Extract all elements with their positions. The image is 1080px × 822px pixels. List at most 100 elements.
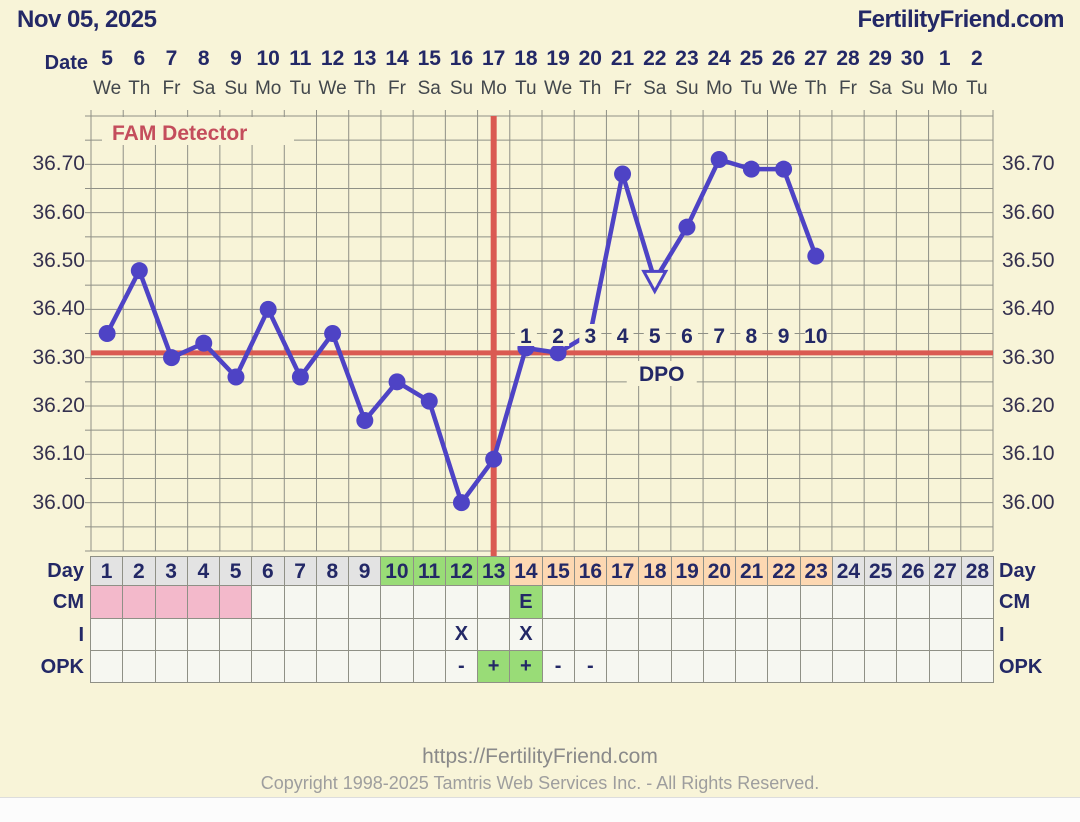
date-number: 29 [868,47,892,70]
table-cell-day-day12: 12 [445,557,478,585]
temp-dot [775,160,793,178]
table-cell-day-day16: 16 [574,557,607,585]
dpo-tick-label: 4 [617,325,629,348]
table-cell-i-day5 [220,619,253,650]
date-number: 23 [675,47,699,70]
temp-dot [356,412,374,429]
page-title: Nov 05, 2025 [17,6,157,33]
y-axis-label-left: 36.60 [32,200,85,224]
temp-dot [324,325,342,342]
table-cell-i-day27 [929,619,962,650]
date-number: 12 [320,47,345,70]
weekday-label: Fr [613,78,632,99]
table-cell-day-day27: 27 [929,557,962,585]
weekday-label: Th [579,78,602,99]
table-cell-cm-day16 [574,586,607,618]
weekday-label: Tu [515,78,537,99]
row-label-left-opk: OPK [40,656,84,678]
table-cell-opk-day18 [639,651,672,682]
temp-dot [420,392,438,410]
table-cell-day-day20: 20 [703,557,736,585]
table-cell-opk-day22 [768,651,801,682]
brand-link[interactable]: FertilityFriend.com [857,6,1064,33]
dpo-tick-label: 8 [746,325,758,348]
weekday-label: Sa [643,78,667,99]
weekday-label: Mo [480,78,507,99]
weekday-label: Tu [289,78,312,99]
table-cell-cm-day3 [155,586,188,618]
temp-dot [195,334,213,352]
table-cell-day-day6: 6 [252,557,285,585]
date-number: 26 [771,47,796,70]
table-cell-opk-day27 [929,651,962,682]
y-axis-label-right: 36.60 [1002,200,1055,224]
table-cell-i-day26 [897,619,930,650]
table-cell-opk-day2 [123,651,156,682]
table-cell-cm-day13 [478,586,511,618]
table-cell-cm-day14: E [510,586,543,618]
y-axis-label-left: 36.30 [32,345,85,369]
table-cell-opk-day17 [607,651,640,682]
table-cell-cm-day18 [639,586,672,618]
table-cell-opk-day10 [381,651,414,682]
table-cell-i-day15 [542,619,575,650]
table-cell-cm-day11 [413,586,446,618]
temp-dot [130,262,148,280]
table-cell-day-day14: 14 [510,557,543,585]
footer-copyright: Copyright 1998-2025 Tamtris Web Services… [260,773,820,793]
y-axis-label-left: 36.20 [32,394,85,417]
temp-dot [742,160,760,178]
y-axis-label-left: 36.70 [32,152,85,176]
table-cell-opk-day14: + [510,651,543,682]
table-cell-i-day4 [187,619,220,650]
weekday-label: Fr [162,78,181,99]
table-cell-opk-day4 [187,651,220,682]
row-label-right-cm: CM [999,591,1031,613]
weekday-label: Su [449,78,474,99]
table-cell-day-day1: 1 [91,557,124,585]
weekday-label: Mo [705,78,733,99]
table-cell-cm-day25 [865,586,898,618]
footer-url[interactable]: https://FertilityFriend.com [422,745,658,768]
date-number: 14 [385,47,409,70]
temp-dot [807,247,825,265]
weekday-label: Su [224,78,248,99]
dpo-tick-label: 10 [804,325,827,348]
table-cell-opk-day20 [703,651,736,682]
table-cell-i-day20 [703,619,736,650]
table-cell-i-day13 [478,619,511,650]
table-cell-i-day19 [671,619,704,650]
table-cell-opk-day11 [413,651,446,682]
table-cell-i-day24 [832,619,865,650]
weekday-label: We [769,78,798,99]
y-axis-label-right: 36.30 [1002,345,1055,369]
date-number: 20 [578,47,602,70]
y-axis-label-right: 36.50 [1002,249,1055,272]
table-cell-day-day13: 13 [478,557,511,585]
temp-dot [710,151,728,168]
dpo-tick-label: 7 [713,325,725,348]
temp-dot [549,344,567,362]
date-number: 21 [610,47,635,70]
table-cell-day-day26: 26 [897,557,930,585]
table-cell-opk-day19 [671,651,704,682]
table-cell-cm-day9 [349,586,382,618]
table-cell-opk-day1 [91,651,124,682]
date-number: 10 [256,47,280,70]
table-cell-i-day28 [961,619,994,650]
dpo-tick-label: 5 [649,325,661,348]
dpo-axis-label: DPO [639,363,685,386]
weekday-label: Tu [966,78,988,99]
table-cell-i-day8 [316,619,349,650]
row-label-left-cm: CM [52,591,84,613]
date-number: 24 [707,47,731,70]
y-axis-label-right: 36.20 [1002,394,1055,417]
date-number: 11 [289,47,312,70]
table-cell-i-day16 [574,619,607,650]
y-axis-label-right: 36.70 [1002,152,1055,176]
dpo-tick-backplate [514,324,537,346]
dpo-tick-label: 9 [778,325,790,348]
date-number: 18 [514,47,538,70]
table-cell-day-day19: 19 [671,557,704,585]
